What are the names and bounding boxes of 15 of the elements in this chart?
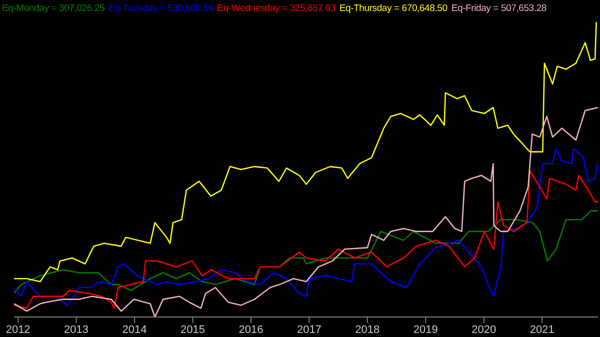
x-tick-label: 2016 (238, 324, 264, 336)
text: Eq-Monday = 307,026.25 (2, 2, 105, 14)
x-tick-label: 2017 (296, 324, 322, 336)
x-tick-label: 2014 (122, 324, 147, 336)
x-tick-label: 2013 (64, 324, 89, 336)
x-tick-label: 2019 (413, 324, 438, 336)
x-tick-label: 2015 (180, 324, 205, 336)
x-tick-label: 2018 (355, 324, 380, 336)
x-tick-label: 2020 (472, 324, 496, 336)
text: Eq-Thursday = 670,648.50 (339, 2, 448, 14)
x-tick-label: 2012 (6, 324, 30, 336)
text: Eq-Tuesday = 530,680.56 (108, 2, 214, 14)
x-tick-label: 2021 (530, 324, 554, 336)
text: Eq-Friday = 507,653.28 (451, 2, 546, 14)
text: Eq-Wednesday = 325,657.03 (217, 2, 336, 14)
